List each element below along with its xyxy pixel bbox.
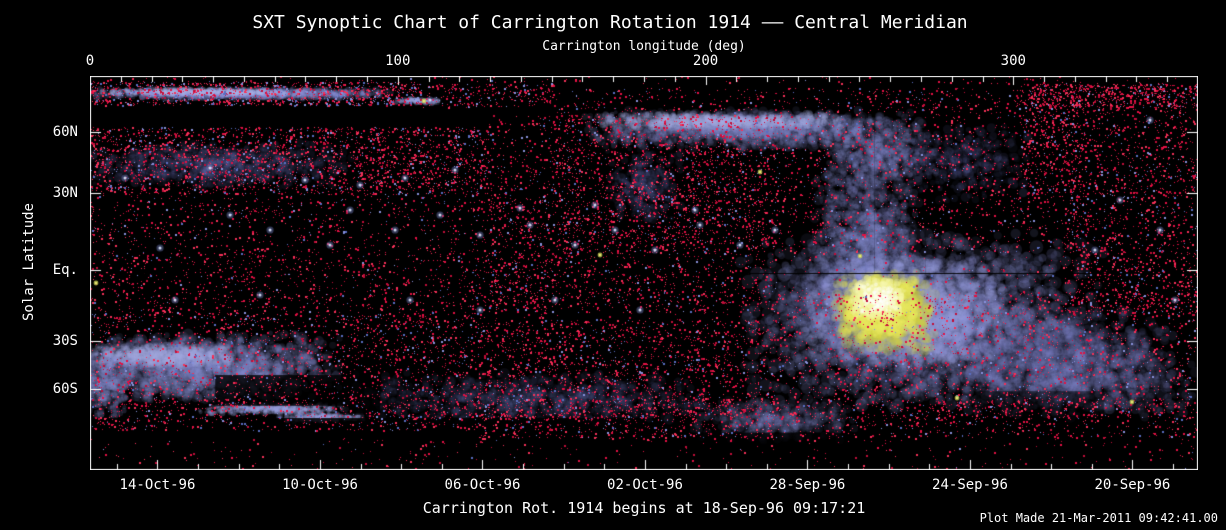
date-tick-label: 02-Oct-96 [607, 477, 683, 493]
date-tick-label: 06-Oct-96 [444, 477, 521, 493]
longitude-tick-label: 100 [385, 53, 411, 69]
date-tick-labels: 14-Oct-96 10-Oct-96 06-Oct-96 02-Oct-96 28-S… [0, 477, 1226, 493]
latitude-tick-labels: 60N 30N Eq. 30S 60S [0, 0, 80, 530]
rotation-start-caption: Carrington Rot. 1914 begins at 18-Sep-96… [422, 499, 866, 517]
latitude-tick-label: 30S [52, 333, 78, 349]
latitude-tick-label: 60S [52, 380, 78, 397]
date-tick-label: 20-Sep-96 [1094, 477, 1171, 493]
date-tick-label: 14-Oct-96 [119, 477, 196, 493]
date-tick-label: 24-Sep-96 [932, 477, 1008, 493]
plot-area [90, 76, 1198, 470]
longitude-tick-label: 200 [692, 53, 719, 69]
plot-made-stamp: Plot Made 21-Mar-2011 09:42:41.00 [979, 511, 1218, 525]
latitude-tick-label: Eq. [52, 262, 78, 278]
date-tick-label: 10-Oct-96 [282, 477, 358, 493]
latitude-tick-label: 30N [52, 185, 78, 202]
synoptic-map-canvas [90, 76, 1198, 470]
longitude-tick-label: 0 [85, 53, 95, 69]
longitude-tick-label: 300 [1000, 53, 1026, 69]
longitude-tick-labels: 0 100 200 300 [0, 53, 1226, 69]
y-axis-title: Solar Latitude [21, 203, 37, 322]
latitude-tick-label: 60N [52, 123, 78, 140]
chart-title: SXT Synoptic Chart of Carrington Rotatio… [252, 12, 968, 33]
top-axis-title: Carrington longitude (deg) [542, 39, 746, 54]
date-tick-label: 28-Sep-96 [769, 477, 846, 493]
